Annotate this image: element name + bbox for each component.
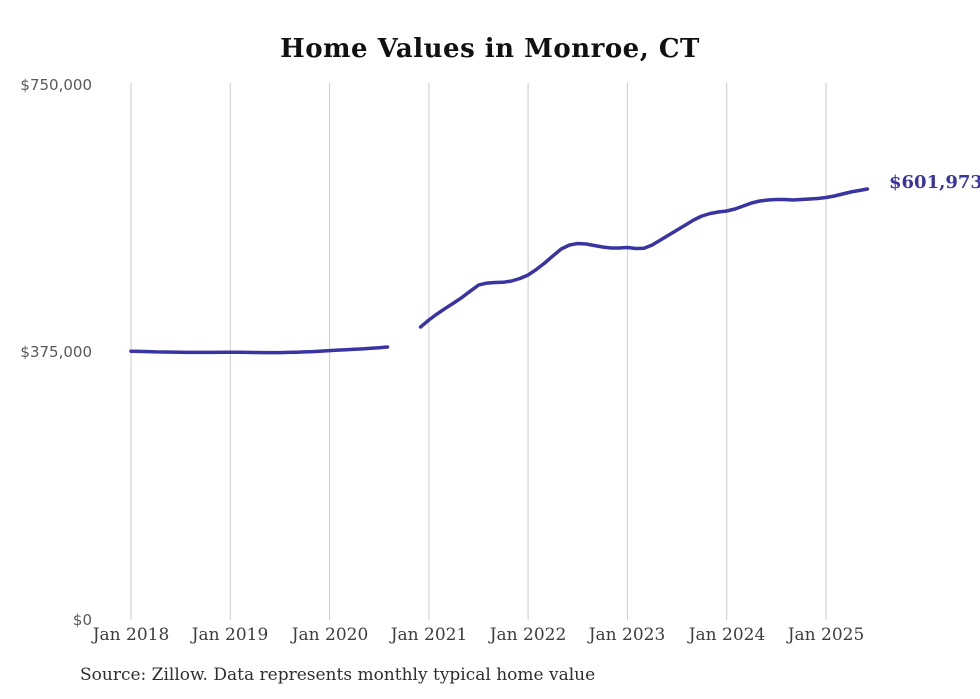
x-axis-tick-label-2024: Jan 2024 <box>688 625 766 645</box>
source-note: Source: Zillow. Data represents monthly … <box>80 665 596 685</box>
y-axis-tick-label-375k: $375,000 <box>20 343 92 361</box>
y-axis-tick-label-750k: $750,000 <box>20 76 92 94</box>
chart-title: Home Values in Monroe, CT <box>280 34 700 64</box>
x-axis-tick-label-2022: Jan 2022 <box>489 625 567 645</box>
y-axis-tick-label-0: $0 <box>72 611 92 629</box>
x-axis-tick-label-2018: Jan 2018 <box>92 625 170 645</box>
x-axis-tick-label-2019: Jan 2019 <box>191 625 269 645</box>
x-axis-tick-label-2020: Jan 2020 <box>291 625 369 645</box>
x-axis-tick-label-2025: Jan 2025 <box>787 625 865 645</box>
x-axis-tick-label-2021: Jan 2021 <box>390 625 468 645</box>
x-axis-tick-label-2023: Jan 2023 <box>588 625 666 645</box>
latest-value-label: $601,973 <box>889 172 980 193</box>
